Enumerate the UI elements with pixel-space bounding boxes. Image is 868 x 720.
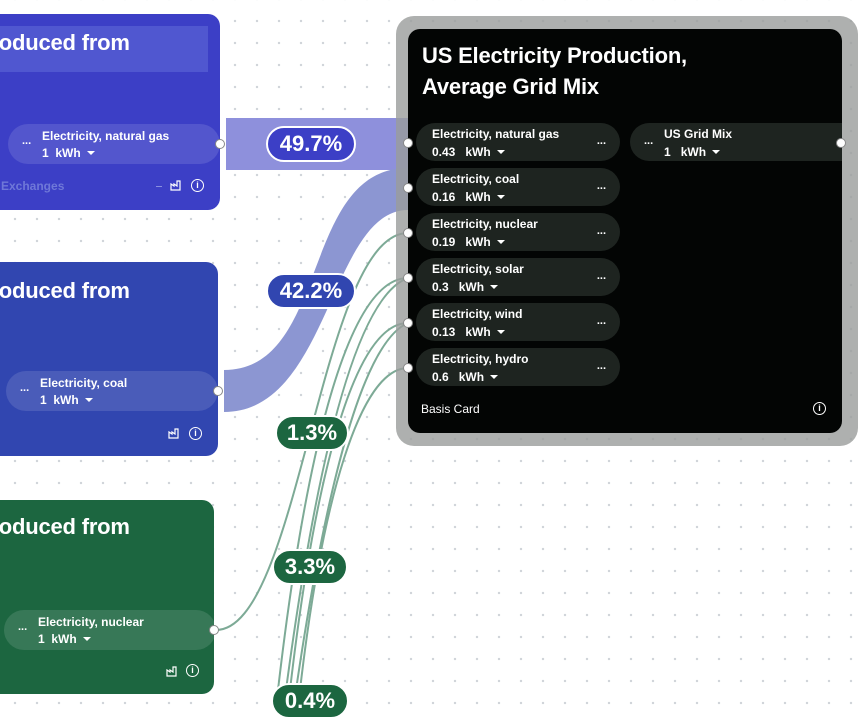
input-name: Electricity, wind xyxy=(432,307,523,321)
card-title: Electricity, produced from xyxy=(0,278,130,303)
output-amount: 1 xyxy=(664,145,671,159)
input-unit[interactable]: kWh xyxy=(458,370,485,384)
input-port-solar[interactable] xyxy=(403,273,413,283)
ellipsis-icon[interactable]: ... xyxy=(596,135,606,147)
caret-down-icon[interactable] xyxy=(490,375,499,379)
ellipsis-icon[interactable]: ... xyxy=(18,621,28,633)
ellipsis-icon[interactable]: ... xyxy=(644,135,654,147)
output-unit[interactable]: kWh xyxy=(680,145,707,159)
exchanges-label[interactable]: Exchanges xyxy=(1,179,65,193)
flow-unit[interactable]: kWh xyxy=(51,631,77,646)
divider xyxy=(156,186,162,187)
input-name: Electricity, hydro xyxy=(432,352,529,366)
info-icon[interactable]: i xyxy=(189,427,202,440)
flow-pill-nuclear[interactable]: ... Electricity, nuclear 1 kWh xyxy=(4,610,216,650)
input-name: Electricity, coal xyxy=(432,172,520,186)
input-row-wind[interactable]: Electricity, wind 0.13 kWh ... xyxy=(416,303,620,341)
flow-pill-coal[interactable]: ... Electricity, coal 1 kWh xyxy=(6,371,218,411)
input-amount[interactable]: 0.3 xyxy=(432,280,449,294)
info-icon[interactable]: i xyxy=(186,664,199,677)
info-icon[interactable]: i xyxy=(813,402,826,415)
caret-down-icon[interactable] xyxy=(86,150,95,155)
ellipsis-icon[interactable]: ... xyxy=(596,225,606,237)
caret-down-icon[interactable] xyxy=(496,150,505,154)
output-port-us-grid-mix[interactable] xyxy=(836,138,846,148)
factory-icon[interactable] xyxy=(170,180,182,191)
card-title-line1: US Electricity Production, xyxy=(422,43,687,68)
wind-link-2 xyxy=(295,322,409,691)
coal-output-port[interactable] xyxy=(213,386,223,396)
flow-amount: 1 xyxy=(42,145,49,160)
flow-name: Electricity, coal xyxy=(40,375,128,390)
input-amount[interactable]: 0.13 xyxy=(432,325,456,339)
gas-output-port[interactable] xyxy=(215,139,225,149)
solar-link xyxy=(277,277,409,691)
output-name: US Grid Mix xyxy=(664,127,733,141)
input-name: Electricity, nuclear xyxy=(432,217,538,231)
input-unit[interactable]: kWh xyxy=(465,235,491,249)
input-port-coal[interactable] xyxy=(403,183,413,193)
caret-down-icon[interactable] xyxy=(490,285,499,289)
percentage-badge-coal: 42.2% xyxy=(266,273,356,309)
input-unit[interactable]: kWh xyxy=(465,190,491,204)
output-row-us-grid-mix[interactable]: ... US Grid Mix 1 kWh xyxy=(630,123,842,161)
nuclear-output-port[interactable] xyxy=(209,625,219,635)
input-row-hydro[interactable]: Electricity, hydro 0.6 kWh ... xyxy=(416,348,620,386)
ellipsis-icon[interactable]: ... xyxy=(22,135,32,147)
flow-amount: 1 xyxy=(38,631,45,646)
caret-down-icon[interactable] xyxy=(84,397,93,402)
basis-card-label: Basis Card xyxy=(421,402,480,416)
caret-down-icon[interactable] xyxy=(82,636,91,641)
card-title: Electricity, produced from xyxy=(0,30,130,55)
ellipsis-icon[interactable]: ... xyxy=(20,382,30,394)
input-row-nuclear[interactable]: Electricity, nuclear 0.19 kWh ... xyxy=(416,213,620,251)
natural-gas-card[interactable]: Electricity, produced from ... Electrici… xyxy=(0,14,220,210)
percentage-badge-solar: 3.3% xyxy=(272,549,348,585)
percentage-badge-hydro: 0.4% xyxy=(271,683,349,719)
coal-card[interactable]: Electricity, produced from ... Electrici… xyxy=(0,262,218,456)
input-unit[interactable]: kWh xyxy=(458,280,485,294)
flow-name: Electricity, natural gas xyxy=(42,128,170,143)
input-row-coal[interactable]: Electricity, coal 0.16 kWh ... xyxy=(416,168,620,206)
flow-name: Electricity, nuclear xyxy=(38,614,144,629)
input-amount[interactable]: 0.16 xyxy=(432,190,456,204)
caret-down-icon[interactable] xyxy=(496,330,505,334)
card-title-line2: Average Grid Mix xyxy=(422,74,599,99)
percentage-badge-gas: 49.7% xyxy=(266,126,356,162)
nuclear-card[interactable]: Electricity, produced from ... Electrici… xyxy=(0,500,216,694)
input-port-nuclear[interactable] xyxy=(403,228,413,238)
factory-icon[interactable] xyxy=(166,666,178,677)
caret-down-icon[interactable] xyxy=(712,150,721,154)
input-port-natural-gas[interactable] xyxy=(403,138,413,148)
hydro-link xyxy=(299,367,409,691)
ellipsis-icon[interactable]: ... xyxy=(596,315,606,327)
input-name: Electricity, natural gas xyxy=(432,127,560,141)
info-icon[interactable]: i xyxy=(191,179,204,192)
input-unit[interactable]: kWh xyxy=(465,145,491,159)
flow-amount: 1 xyxy=(40,392,47,407)
factory-icon[interactable] xyxy=(168,428,180,439)
caret-down-icon[interactable] xyxy=(496,195,505,199)
ellipsis-icon[interactable]: ... xyxy=(596,270,606,282)
percentage-badge-nuclear: 1.3% xyxy=(275,415,349,451)
input-port-hydro[interactable] xyxy=(403,363,413,373)
ellipsis-icon[interactable]: ... xyxy=(596,360,606,372)
us-grid-mix-card[interactable]: US Electricity Production, Average Grid … xyxy=(408,29,842,433)
input-unit[interactable]: kWh xyxy=(465,325,491,339)
card-title: Electricity, produced from xyxy=(0,514,130,539)
caret-down-icon[interactable] xyxy=(496,240,505,244)
flow-pill-natural-gas[interactable]: ... Electricity, natural gas 1 kWh xyxy=(8,124,220,164)
flow-unit[interactable]: kWh xyxy=(53,392,79,407)
input-row-natural-gas[interactable]: Electricity, natural gas 0.43 kWh ... xyxy=(416,123,620,161)
input-name: Electricity, solar xyxy=(432,262,524,276)
input-row-solar[interactable]: Electricity, solar 0.3 kWh ... xyxy=(416,258,620,296)
input-port-wind[interactable] xyxy=(403,318,413,328)
ellipsis-icon[interactable]: ... xyxy=(596,180,606,192)
input-amount[interactable]: 0.43 xyxy=(432,145,456,159)
input-amount[interactable]: 0.6 xyxy=(432,370,449,384)
input-amount[interactable]: 0.19 xyxy=(432,235,456,249)
flow-unit[interactable]: kWh xyxy=(55,145,81,160)
